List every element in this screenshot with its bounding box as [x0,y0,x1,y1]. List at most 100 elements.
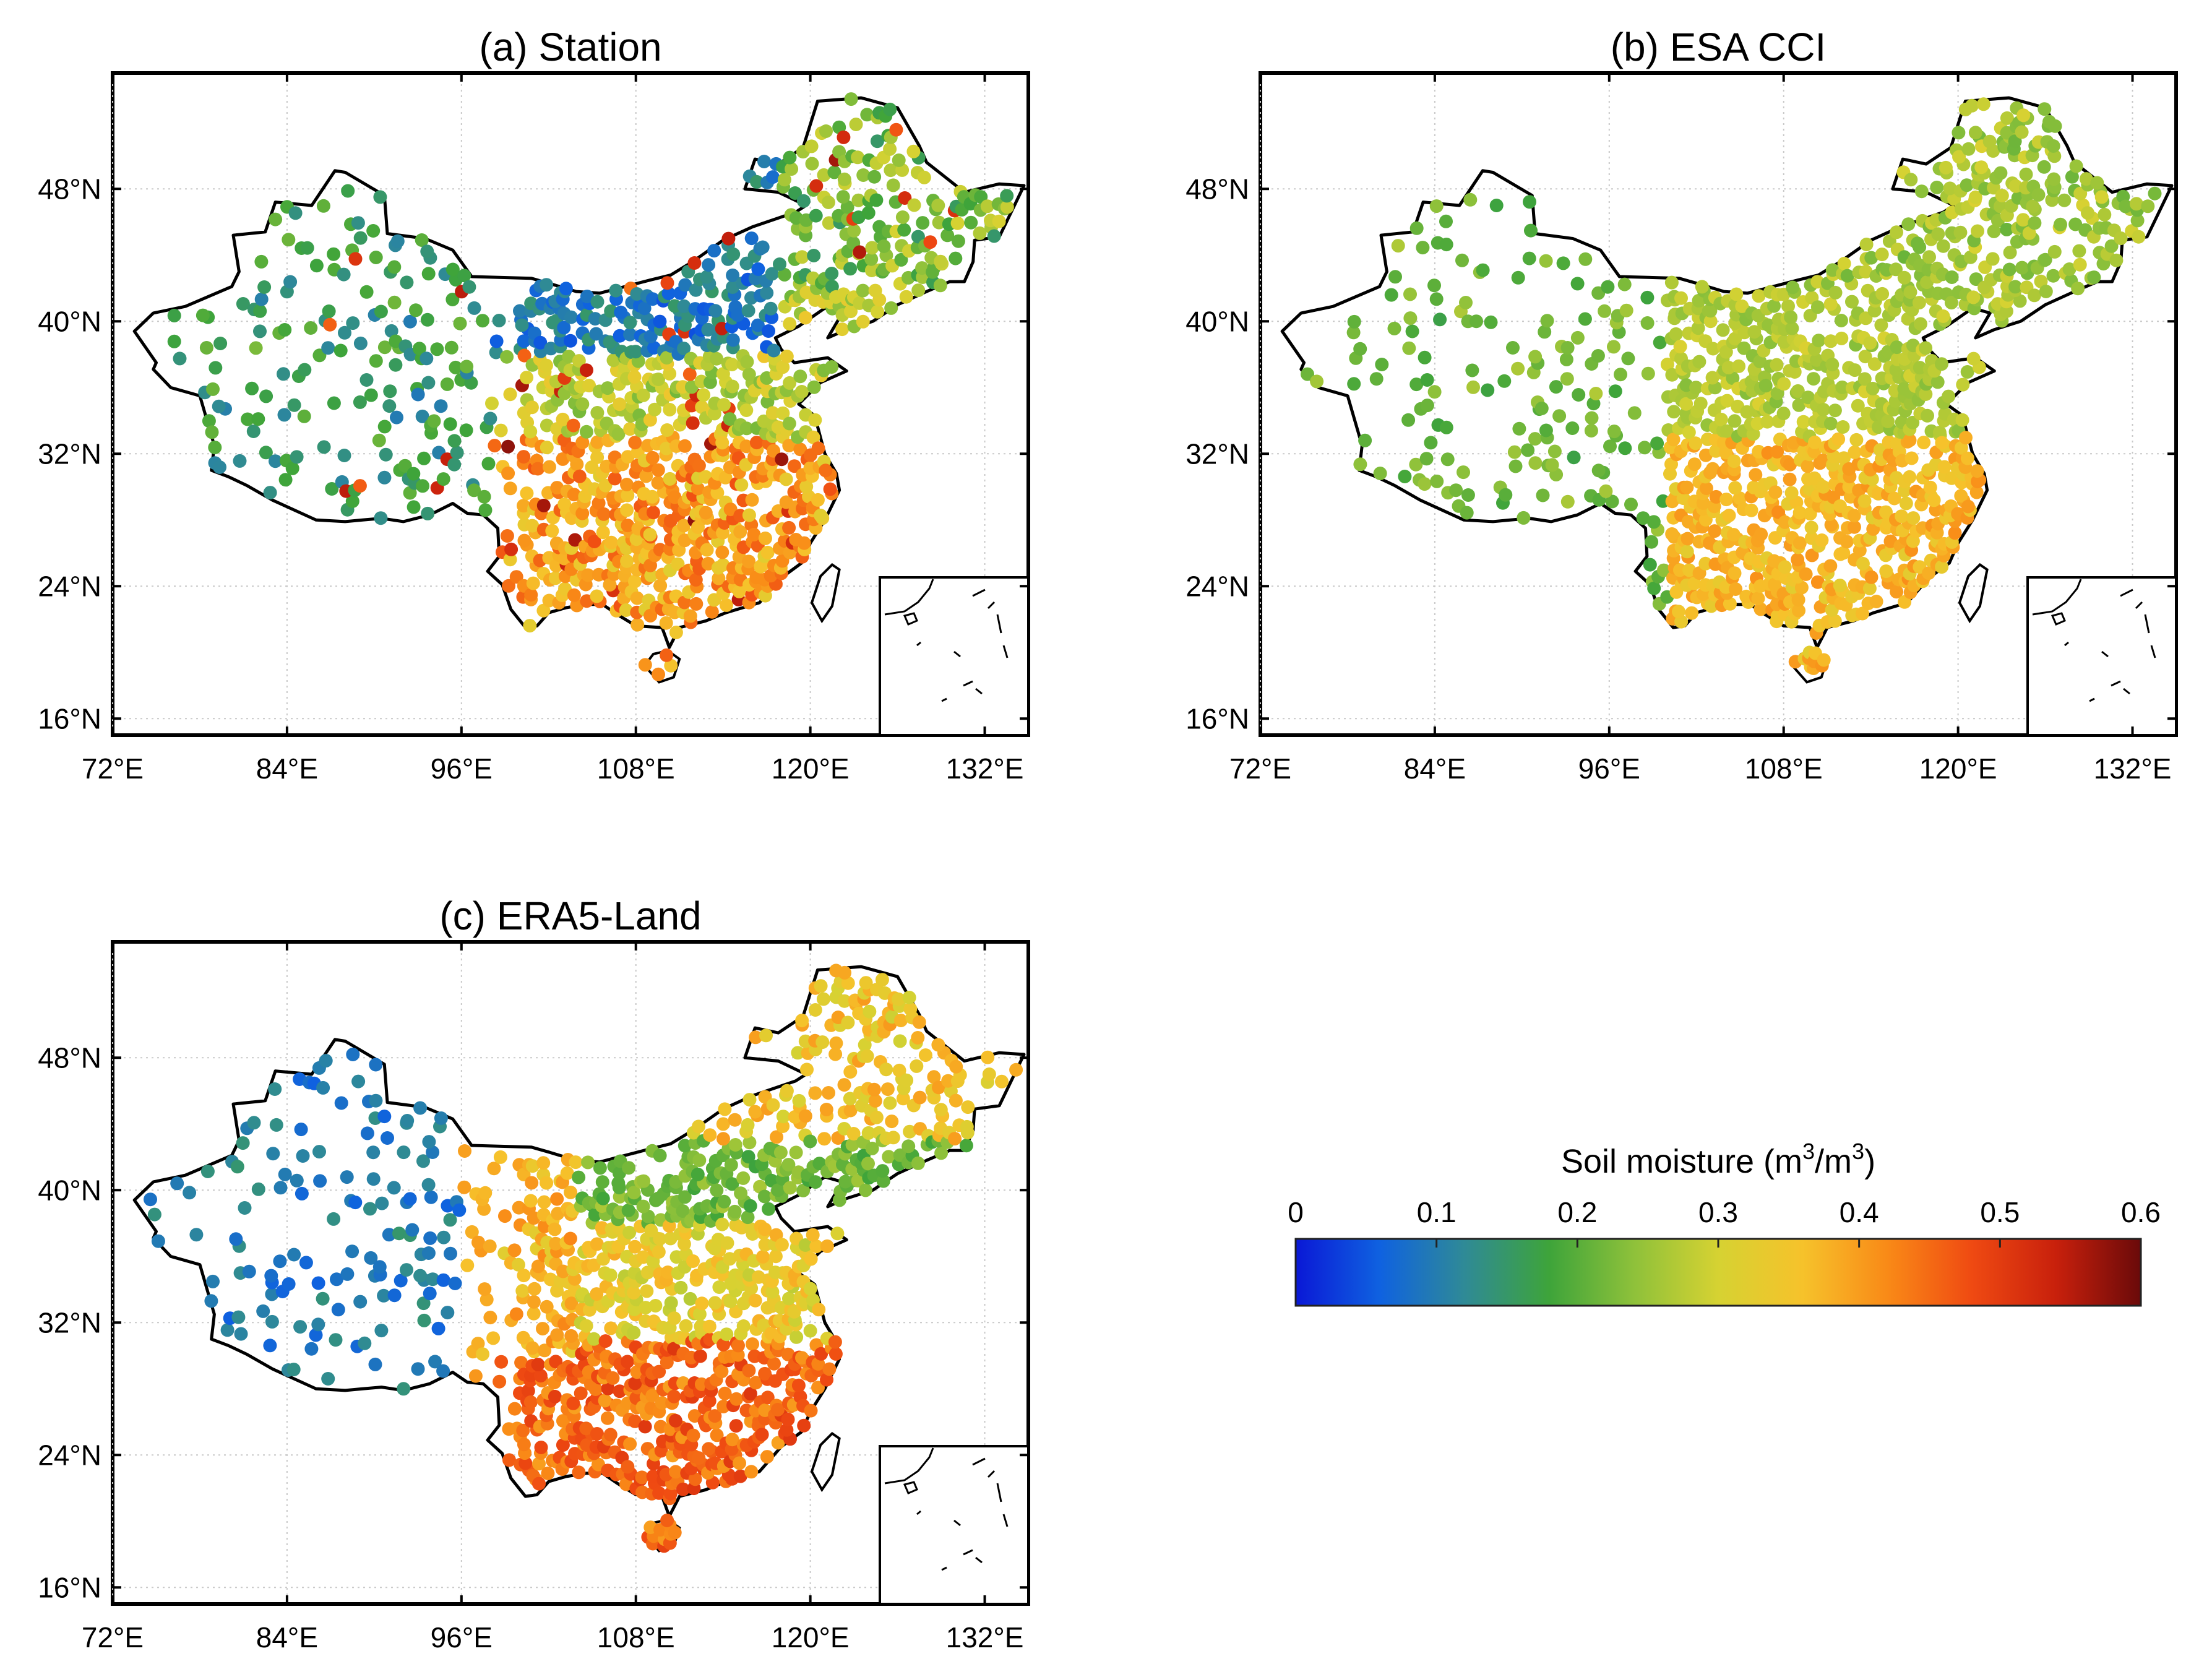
station-point [403,1192,417,1206]
station-point [1823,416,1838,431]
station-point [1808,435,1822,449]
station-point [646,1469,660,1483]
panel-c-ticks: 72°E 84°E 96°E 108°E 120°E 132°E 16°N 24°N 32°N 4… [38,942,1028,1653]
station-point [167,334,181,348]
station-point [1692,355,1706,369]
station-point [1853,543,1867,558]
station-point [443,1213,457,1227]
station-point [808,1175,822,1189]
station-point [2028,216,2042,230]
station-point [1890,340,1904,355]
station-point [1960,178,1974,192]
station-point [468,1369,483,1383]
station-point [519,1456,533,1470]
station-point [653,1149,667,1163]
station-point [1511,270,1525,285]
station-point [513,304,527,318]
station-point [1828,614,1842,628]
china-boundary [1280,96,2174,649]
station-point [1439,214,1453,228]
station-point [1735,299,1749,313]
station-point [682,367,697,381]
station-point [1754,602,1768,616]
station-point [825,280,839,294]
station-point [536,1322,549,1336]
station-point [1732,359,1746,373]
station-point [702,1442,716,1456]
station-point [770,1403,785,1416]
station-point [1784,486,1799,500]
station-point [266,1147,280,1161]
station-point [629,532,643,546]
station-point [526,576,540,590]
station-point [507,1402,522,1416]
station-point [692,1153,707,1167]
y-tick-label: 40°N [38,1174,101,1206]
station-point [286,1363,301,1377]
station-point [582,379,596,393]
station-point [1481,383,1495,397]
station-point [263,486,277,500]
station-point [445,262,460,277]
station-point [651,476,665,490]
station-point [717,1338,731,1352]
station-point [623,316,637,330]
station-point [596,525,610,540]
station-point [1347,377,1361,391]
station-point [563,1231,577,1246]
station-point [1664,275,1679,290]
station-point [995,1074,1009,1089]
station-point [795,1014,809,1028]
station-point [1758,379,1773,393]
station-point [861,206,876,220]
station-point [397,1382,411,1396]
station-point [630,287,644,301]
station-point [804,139,819,153]
station-point [717,1132,730,1146]
station-point [1963,250,1977,264]
station-point [892,1063,906,1077]
station-point [927,1070,941,1084]
station-point [542,460,556,474]
station-point [1429,199,1444,213]
station-point [916,216,930,230]
station-point [447,457,462,472]
y-tick-label: 48°N [38,1041,101,1074]
station-point [557,321,571,335]
panel-b-title: (b) ESA CCI [1611,25,1827,69]
station-point [321,341,335,355]
colorbar-tick-label: 0.5 [1980,1196,2020,1228]
station-point [549,1355,563,1369]
station-point [1528,350,1543,364]
station-point [483,1311,497,1325]
station-point [731,308,745,322]
station-point [2057,193,2072,207]
station-point [828,1335,842,1349]
panel-b-ticks: 72°E 84°E 96°E 108°E 120°E 132°E 16°N 24°N 32°N 4… [1186,73,2176,785]
station-point [1783,472,1797,486]
station-point [1810,300,1825,314]
station-point [911,283,926,298]
station-point [1930,180,1944,194]
station-point [652,1486,666,1500]
station-point [1476,263,1490,277]
station-point [511,1257,525,1272]
station-point [949,251,963,265]
station-point [2130,213,2145,228]
x-tick-label: 132°E [946,752,1024,785]
station-point [1771,505,1786,519]
station-point [620,554,634,568]
station-point [1776,407,1791,421]
station-point [1685,606,1699,620]
station-point [611,1176,626,1190]
station-point [1968,126,1982,140]
station-point [982,1067,996,1081]
station-point [2141,199,2155,213]
station-point [512,1201,526,1215]
panel-c: (c) ERA5-Land 72°E 84°E 96°E 108°E 120°E 132°… [38,894,1030,1653]
station-point [679,1319,693,1333]
station-point [623,1437,637,1451]
station-point [532,1457,546,1471]
station-point [934,1103,948,1117]
station-point [1935,357,1948,371]
